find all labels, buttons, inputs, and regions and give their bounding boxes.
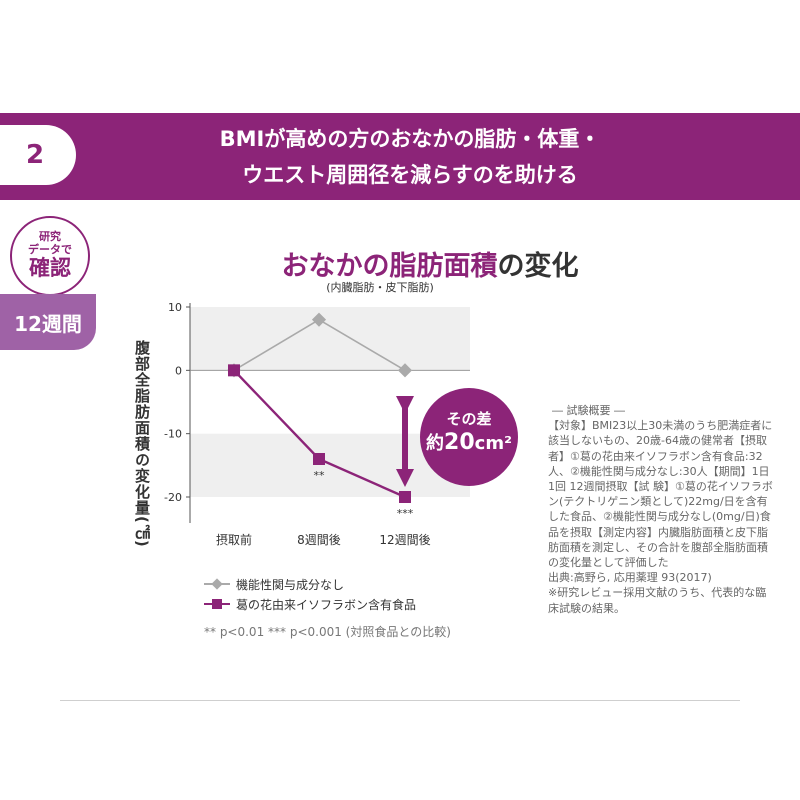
difference-prefix: 約 [426, 433, 445, 454]
significance-label: *** [397, 507, 414, 520]
y-tick-label: -20 [164, 491, 182, 504]
study-overview: ― 試験概要 ― 【対象】BMI23以上30未満のうち肥満症者に該当しないもの、… [548, 403, 774, 616]
labels-layer: ***** [314, 469, 414, 520]
chart-subtitle: (内臓脂肪・皮下脂肪) [326, 281, 434, 294]
chart-title-rest: の変化 [497, 251, 579, 282]
study-heading: ― 試験概要 ― [552, 404, 625, 417]
legend-item-treatment: 葛の花由来イソフラボン含有食品 [204, 594, 416, 614]
y-tick-label: 0 [175, 364, 182, 377]
legend-item-control: 機能性関与成分なし [204, 574, 416, 594]
data-point [311, 312, 327, 327]
data-point [313, 453, 325, 465]
header-banner: 2 BMIが高めの方のおなかの脂肪・体重・ ウエスト周囲径を減らすのを助ける [0, 113, 800, 200]
x-tick-label: 8週間後 [297, 533, 341, 547]
difference-unit: cm² [474, 433, 512, 454]
plot-background [190, 307, 470, 497]
y-tick-label: -10 [164, 428, 182, 441]
x-tick-label: 12週間後 [379, 533, 430, 547]
bottom-divider [60, 700, 740, 701]
x-tick-label: 摂取前 [216, 532, 252, 547]
period-label: 12週間 [0, 294, 96, 350]
study-remark: ※研究レビュー採用文献のうち、代表的な臨床試験の結果。 [548, 586, 767, 615]
data-point [399, 491, 411, 503]
difference-label: その差 [446, 410, 492, 428]
banner-headline: BMIが高めの方のおなかの脂肪・体重・ ウエスト周囲径を減らすのを助ける [110, 121, 710, 193]
axes: 10 0 -10 -20 摂取前 8週間後 12週間後 [164, 301, 470, 547]
y-axis-label: 腹部全脂肪面積の変化量(㎠) [133, 340, 151, 548]
banner-line-2: ウエスト周囲径を減らすのを助ける [242, 163, 578, 187]
chart-title: おなかの脂肪面積の変化 [200, 244, 660, 283]
study-source: 出典:高野ら, 応用薬理 93(2017) [548, 571, 712, 585]
data-point [228, 364, 240, 377]
diamond-marker-icon [211, 578, 223, 590]
chart-legend: 機能性関与成分なし 葛の花由来イソフラボン含有食品 [204, 574, 416, 614]
significance-label: ** [314, 469, 326, 482]
legend-label-control: 機能性関与成分なし [236, 577, 345, 592]
series-layer [226, 312, 413, 503]
significance-note: ** p<0.01 *** p<0.001 (対照食品との比較) [204, 625, 451, 639]
y-tick-label: 10 [168, 301, 182, 314]
banner-line-1: BMIが高めの方のおなかの脂肪・体重・ [219, 127, 601, 151]
difference-callout: その差 約20cm² [420, 388, 518, 486]
badge-small-1: 研究 [39, 230, 61, 243]
badge-big: 確認 [29, 256, 71, 280]
square-marker-icon [212, 599, 222, 609]
data-point [397, 363, 413, 378]
legend-label-treatment: 葛の花由来イソフラボン含有食品 [236, 597, 417, 612]
study-body: 【対象】BMI23以上30未満のうち肥満症者に該当しないもの、20歳-64歳の健… [548, 419, 773, 570]
section-number-tab: 2 [0, 125, 76, 185]
plot-band [190, 307, 470, 371]
chart-title-accent: おなかの脂肪面積 [281, 251, 498, 282]
difference-value-line: 約20cm² [420, 429, 518, 455]
section-number: 2 [25, 140, 45, 170]
difference-value: 20 [444, 430, 475, 455]
badge-small-2: データで [28, 243, 72, 256]
